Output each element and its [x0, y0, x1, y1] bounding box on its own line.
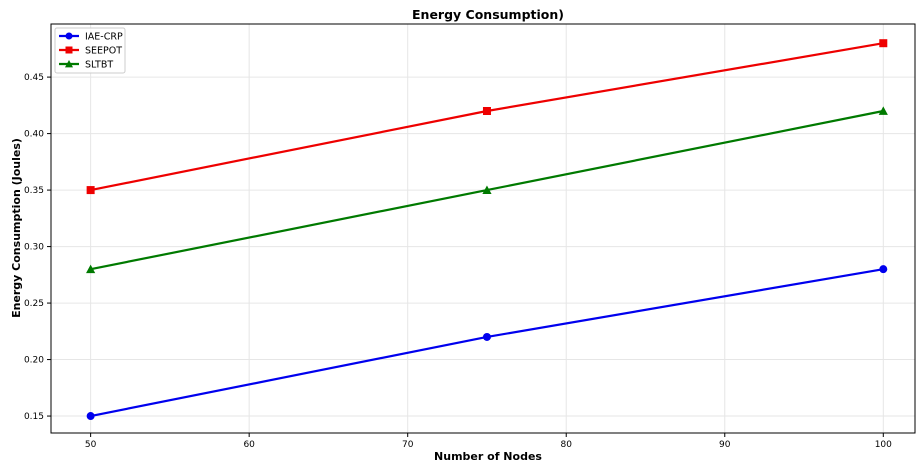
series-line-seepot [90, 42, 884, 192]
legend-marker-iae-crp [65, 32, 73, 40]
y-tick-label: 0.35 [24, 186, 44, 196]
legend-box [54, 27, 126, 74]
chart-title: Energy Consumption) [412, 7, 564, 22]
series-line-iae-crp [90, 268, 884, 418]
legend-items: IAE-CRP SEEPOT SLTBT [59, 32, 123, 71]
y-tick-label: 0.40 [24, 130, 44, 140]
series-iae-crp [86, 265, 888, 421]
data-point-sltbt [86, 264, 96, 274]
y-tick-label: 0.45 [24, 73, 44, 83]
series-sltbt [86, 106, 888, 274]
x-axis-label: Number of Nodes [434, 450, 542, 463]
x-tick-label: 50 [85, 440, 97, 450]
legend-label-seepot: SEEPOT [85, 46, 122, 57]
data-point-iae-crp [482, 332, 491, 341]
legend-marker-seepot [65, 46, 73, 54]
data-point-sltbt [482, 185, 492, 194]
x-tick-label: 80 [561, 440, 573, 450]
series-layer [86, 39, 888, 421]
tick-layer: 50 60 70 80 90 100 0.15 0.20 0.25 0.30 0.35 0.40 0.4… [24, 73, 892, 450]
grid-layer [51, 24, 915, 433]
legend-label-iae-crp: IAE-CRP [85, 32, 123, 43]
data-point-sltbt [878, 106, 888, 115]
y-tick-label: 0.30 [24, 243, 44, 253]
data-point-seepot [879, 39, 888, 48]
data-point-iae-crp [879, 265, 888, 274]
x-tick-label: 90 [719, 440, 731, 450]
series-seepot [86, 39, 888, 195]
data-point-iae-crp [86, 412, 95, 421]
legend-label-sltbt: SLTBT [85, 60, 113, 71]
x-tick-label: 60 [243, 440, 255, 450]
x-tick-label: 100 [875, 440, 892, 450]
legend-item-seepot: SEEPOT [59, 46, 122, 57]
plot-frame [50, 23, 916, 434]
x-tick-label: 70 [402, 440, 414, 450]
legend: IAE-CRP SEEPOT SLTBT [54, 27, 126, 74]
data-point-seepot [482, 106, 491, 115]
legend-item-iae-crp: IAE-CRP [59, 32, 123, 43]
legend-item-sltbt: SLTBT [59, 60, 113, 71]
y-axis-label: Energy Consumption (Joules) [10, 138, 23, 318]
y-tick-label: 0.15 [24, 412, 44, 422]
y-tick-label: 0.25 [24, 299, 44, 309]
y-tick-label: 0.20 [24, 356, 44, 366]
data-point-seepot [86, 186, 95, 195]
legend-marker-sltbt [64, 59, 74, 68]
